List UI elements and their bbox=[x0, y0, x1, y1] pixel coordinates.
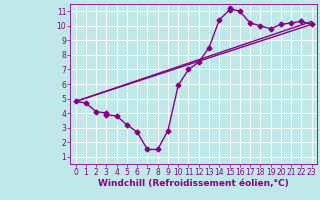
X-axis label: Windchill (Refroidissement éolien,°C): Windchill (Refroidissement éolien,°C) bbox=[98, 179, 289, 188]
